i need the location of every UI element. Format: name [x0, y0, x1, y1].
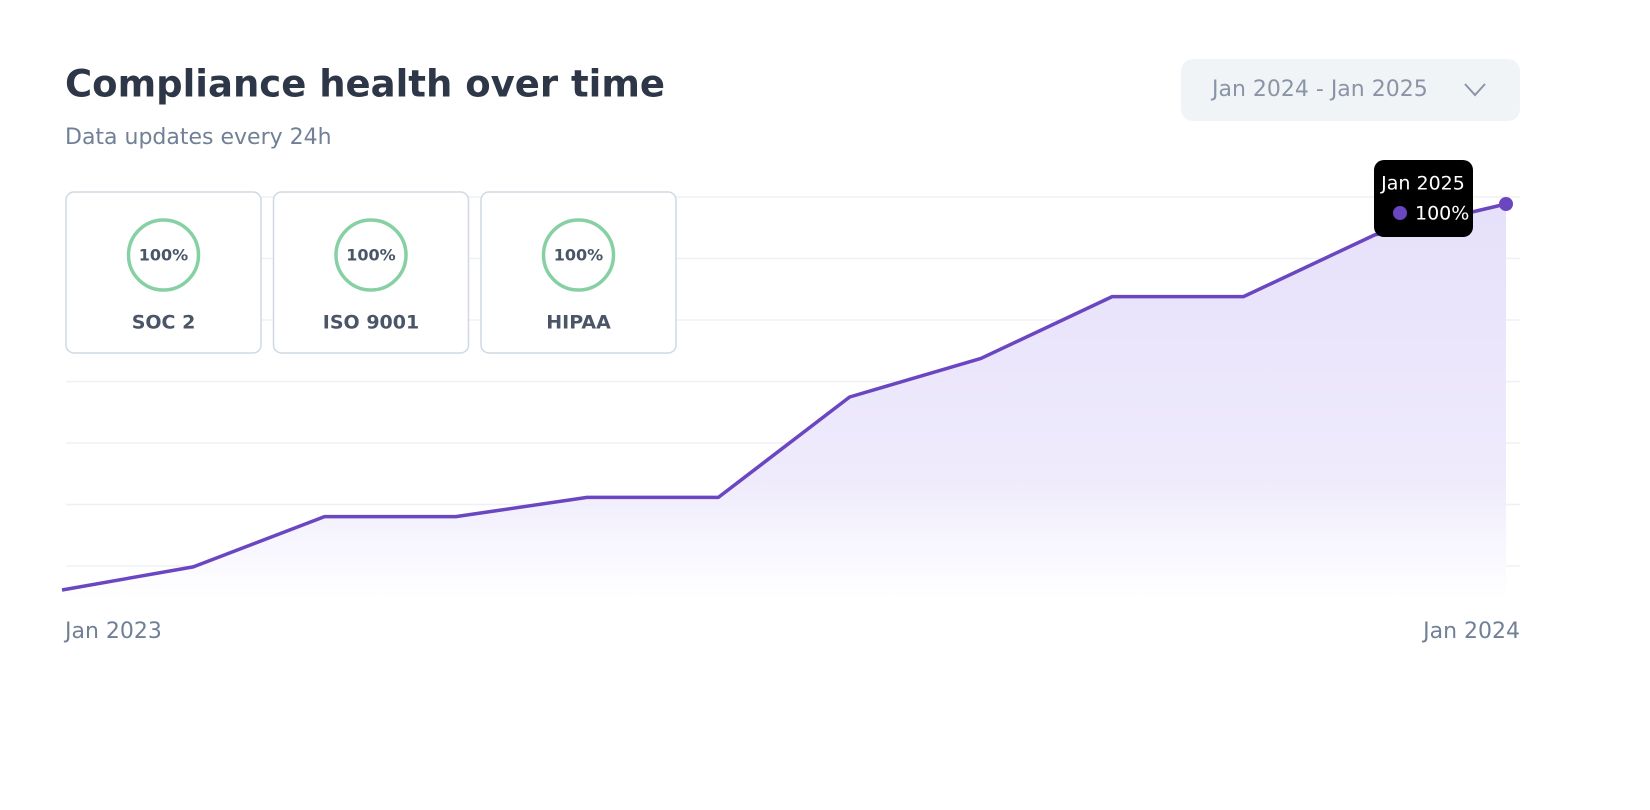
card — [272, 191, 470, 354]
card-score: 100% — [346, 246, 395, 265]
line — [61, 202, 1507, 592]
date-filter-label[interactable]: Jan 2024 - Jan 2025 — [1210, 77, 1428, 102]
area — [62, 204, 1506, 600]
date-filter[interactable]: Jan 2024 - Jan 2025 — [1181, 59, 1520, 121]
x-tick-label: Jan 2023 — [63, 619, 162, 644]
chevron[interactable] — [1464, 83, 1486, 97]
point — [1499, 197, 1513, 211]
tooltip-dot — [1393, 206, 1407, 220]
card-label: HIPAA — [546, 312, 611, 334]
tooltip: Jan 2025 100% — [1374, 160, 1473, 237]
title: Compliance health over time — [65, 63, 665, 106]
score-ring — [126, 218, 201, 292]
plot — [61, 197, 1513, 600]
card-score: 100% — [139, 246, 188, 265]
card-label: ISO 9001 — [323, 312, 419, 334]
subtitle: Data updates every 24h — [65, 125, 332, 150]
score-ring — [541, 218, 616, 292]
card — [65, 191, 262, 354]
card — [480, 191, 677, 354]
card-label: SOC 2 — [132, 312, 196, 334]
score-ring — [334, 218, 408, 292]
date-filter-box[interactable] — [1181, 59, 1520, 121]
card-score: 100% — [554, 246, 603, 265]
tooltip-value: 100% — [1415, 203, 1469, 225]
cards: 100% SOC 2 100% ISO 9001 100% HIPAA — [65, 191, 677, 354]
x-tick-label: Jan 2024 — [1421, 619, 1520, 644]
tooltip-label: Jan 2025 — [1380, 173, 1465, 195]
